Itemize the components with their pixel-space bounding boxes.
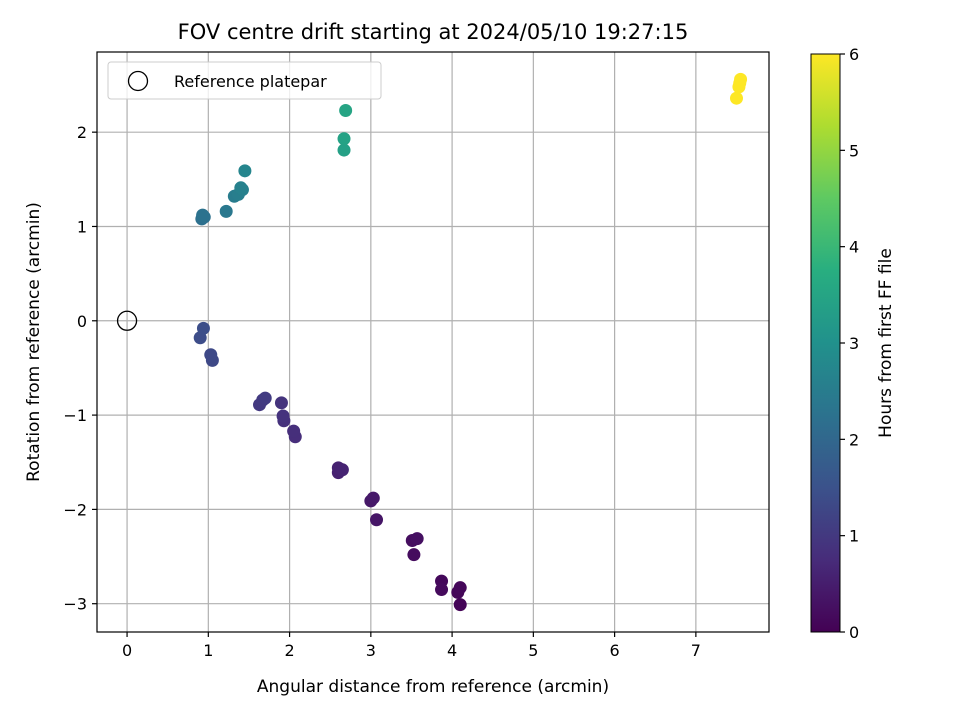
y-tick-label: 2 xyxy=(77,123,87,142)
plot-frame xyxy=(96,51,770,633)
data-point xyxy=(219,204,233,218)
data-point xyxy=(238,164,252,178)
x-tick-label: 4 xyxy=(447,641,457,660)
y-tick-label: −3 xyxy=(63,595,87,614)
x-tick-label: 7 xyxy=(691,641,701,660)
data-point xyxy=(337,143,351,157)
data-point xyxy=(234,181,248,195)
colorbar-tick-label: 0 xyxy=(849,623,859,642)
y-tick-label: −1 xyxy=(63,406,87,425)
colorbar-tick-label: 2 xyxy=(849,430,859,449)
x-tick-label: 2 xyxy=(284,641,294,660)
legend-box xyxy=(107,61,382,100)
y-tick-label: 1 xyxy=(77,217,87,236)
colorbar-tick-label: 5 xyxy=(849,141,859,160)
x-tick-label: 3 xyxy=(366,641,376,660)
data-point xyxy=(370,513,384,527)
colorbar-label: Hours from first FF file xyxy=(876,248,896,438)
data-point xyxy=(287,424,301,438)
data-points xyxy=(193,72,748,612)
data-point xyxy=(435,583,449,597)
x-tick-label: 1 xyxy=(203,641,213,660)
data-point xyxy=(729,91,743,105)
y-tick-label: −2 xyxy=(63,500,87,519)
legend-entry: Reference platepar xyxy=(174,72,327,91)
data-point xyxy=(276,409,290,423)
data-point xyxy=(453,581,467,595)
legend-marker xyxy=(127,70,149,92)
grid-lines xyxy=(97,52,769,632)
data-point xyxy=(335,463,349,477)
data-point xyxy=(366,491,380,505)
data-point xyxy=(734,72,748,86)
reference-platepar-marker xyxy=(116,310,138,331)
colorbar-tick-label: 6 xyxy=(849,45,859,64)
y-axis-ticks: −3 −2 −1 0 1 2 xyxy=(63,123,97,614)
y-axis-label: Rotation from reference (arcmin) xyxy=(24,202,44,482)
x-tick-label: 6 xyxy=(610,641,620,660)
data-point xyxy=(258,391,272,405)
data-point xyxy=(196,321,210,335)
x-tick-label: 5 xyxy=(528,641,538,660)
colorbar-tick-label: 4 xyxy=(849,238,859,257)
data-point xyxy=(407,548,421,562)
chart-title: FOV centre drift starting at 2024/05/10 … xyxy=(178,20,689,44)
legend: Reference platepar xyxy=(107,61,382,100)
y-tick-label: 0 xyxy=(77,312,87,331)
colorbar-gradient xyxy=(810,53,841,633)
colorbar-tick-label: 3 xyxy=(849,334,859,353)
data-point xyxy=(453,598,467,612)
colorbar: 0 1 2 3 4 5 6 Hours from first FF file xyxy=(810,45,896,642)
data-point xyxy=(274,396,288,410)
data-point xyxy=(410,532,424,546)
colorbar-tick-label: 1 xyxy=(849,527,859,546)
data-point xyxy=(337,132,351,146)
data-point xyxy=(339,103,353,117)
data-point xyxy=(204,348,218,362)
x-tick-label: 0 xyxy=(122,641,132,660)
data-point xyxy=(196,208,210,222)
colorbar-ticks: 0 1 2 3 4 5 6 xyxy=(840,45,859,642)
x-axis-label: Angular distance from reference (arcmin) xyxy=(257,677,609,697)
x-axis-ticks: 0 1 2 3 4 5 6 7 xyxy=(122,632,701,660)
